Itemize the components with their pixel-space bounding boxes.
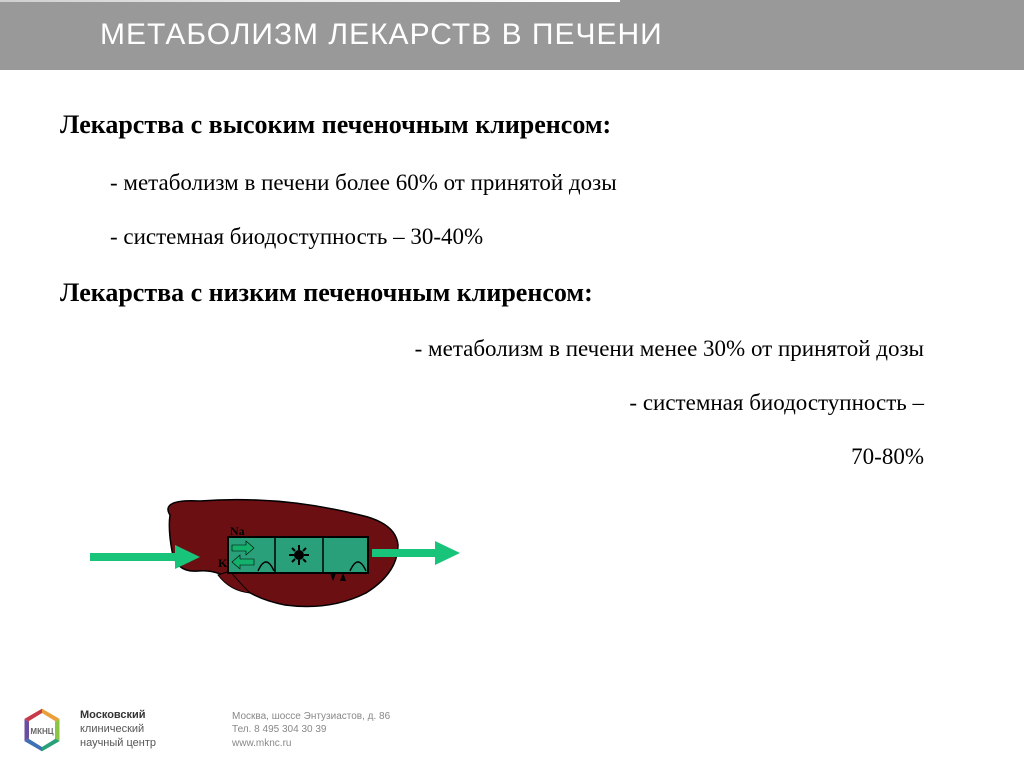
section1-bullet-1: - системная биодоступность – 30-40% <box>110 224 964 250</box>
footer: МКНЦ Московский клинический научный цент… <box>20 705 390 755</box>
section2-bullet-0: - метаболизм в печени менее 30% от приня… <box>60 336 964 362</box>
addr-line3: www.mknc.ru <box>232 737 390 751</box>
label-k: K <box>218 556 228 570</box>
label-na: Na <box>230 524 245 538</box>
section2-heading: Лекарства с низким печеночным клиренсом: <box>60 278 964 308</box>
section1-heading: Лекарства с высоким печеночным клиренсом… <box>60 110 964 140</box>
slide-title: МЕТАБОЛИЗМ ЛЕКАРСТВ В ПЕЧЕНИ <box>0 0 1024 70</box>
decorative-top-line <box>0 0 620 2</box>
org-line1: Московский <box>80 709 156 723</box>
section1-bullet-0: - метаболизм в печени более 60% от приня… <box>110 170 964 196</box>
addr-line1: Москва, шоссе Энтузиастов, д. 86 <box>232 710 390 724</box>
org-line3: научный центр <box>80 737 156 751</box>
content-area: Лекарства с высоким печеночным клиренсом… <box>0 70 1024 470</box>
logo-label: МКНЦ <box>30 727 53 736</box>
address-block: Москва, шоссе Энтузиастов, д. 86 Тел. 8 … <box>232 710 390 751</box>
addr-line2: Тел. 8 495 304 30 39 <box>232 723 390 737</box>
liver-diagram: Na K <box>80 487 460 622</box>
org-name: Московский клинический научный центр <box>80 709 156 750</box>
logo-hexagon: МКНЦ <box>20 705 64 755</box>
section2-bullet-1: - системная биодоступность – <box>60 390 964 416</box>
gear-icon <box>289 545 309 565</box>
org-line2: клинический <box>80 723 156 737</box>
section2-bullet-2: 70-80% <box>60 444 964 470</box>
arrow-out-head <box>435 541 460 565</box>
